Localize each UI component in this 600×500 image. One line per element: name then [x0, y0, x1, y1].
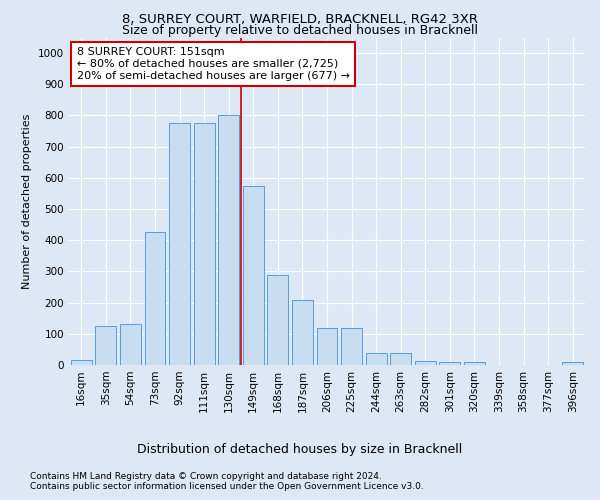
Bar: [95, 326, 116, 365]
Bar: [268, 274, 289, 365]
Bar: [120, 324, 141, 365]
Bar: [562, 362, 583, 365]
Text: 8 SURREY COURT: 151sqm
← 80% of detached houses are smaller (2,725)
20% of semi-: 8 SURREY COURT: 151sqm ← 80% of detached…: [77, 48, 350, 80]
Bar: [218, 116, 239, 365]
Bar: [365, 352, 386, 365]
Text: Contains HM Land Registry data © Crown copyright and database right 2024.: Contains HM Land Registry data © Crown c…: [30, 472, 382, 481]
Bar: [145, 232, 166, 365]
Bar: [292, 300, 313, 365]
Bar: [71, 360, 92, 365]
Text: Contains public sector information licensed under the Open Government Licence v3: Contains public sector information licen…: [30, 482, 424, 491]
Y-axis label: Number of detached properties: Number of detached properties: [22, 114, 32, 289]
Text: Size of property relative to detached houses in Bracknell: Size of property relative to detached ho…: [122, 24, 478, 37]
Bar: [317, 328, 337, 365]
Bar: [194, 124, 215, 365]
Bar: [415, 362, 436, 365]
Bar: [439, 362, 460, 365]
Bar: [341, 328, 362, 365]
Bar: [464, 362, 485, 365]
Text: 8, SURREY COURT, WARFIELD, BRACKNELL, RG42 3XR: 8, SURREY COURT, WARFIELD, BRACKNELL, RG…: [122, 12, 478, 26]
Bar: [390, 352, 411, 365]
Bar: [169, 124, 190, 365]
Text: Distribution of detached houses by size in Bracknell: Distribution of detached houses by size …: [137, 442, 463, 456]
Bar: [243, 186, 264, 365]
